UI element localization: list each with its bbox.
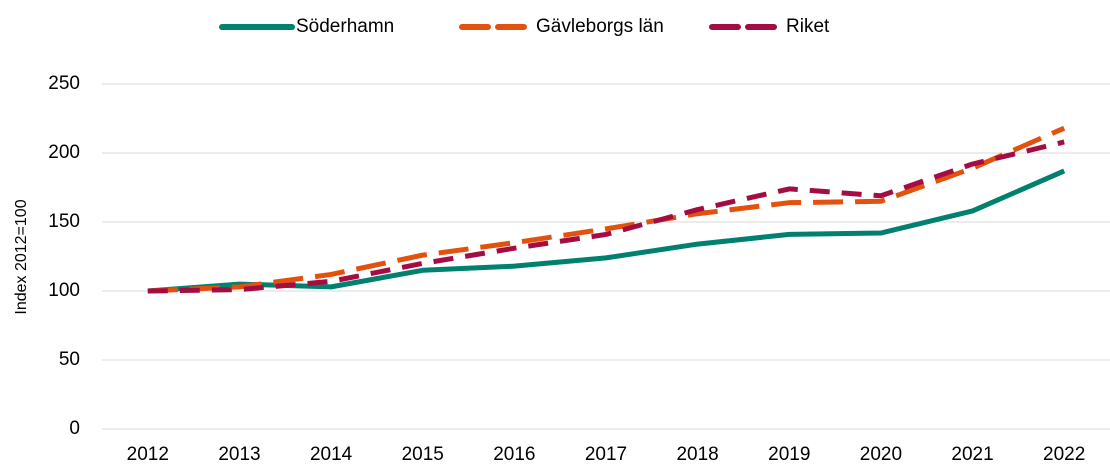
x-tick-label: 2013 <box>218 444 260 465</box>
y-tick-label: 0 <box>69 418 80 439</box>
x-tick-label: 2016 <box>493 444 535 465</box>
y-axis-label: Index 2012=100 <box>13 199 30 314</box>
y-tick-label: 50 <box>59 349 80 370</box>
y-tick-label: 200 <box>48 142 80 163</box>
x-tick-label: 2018 <box>676 444 718 465</box>
series-line <box>147 139 1065 294</box>
x-tick-label: 2019 <box>768 444 810 465</box>
legend-label: Riket <box>786 16 830 37</box>
y-tick-label: 100 <box>48 280 80 301</box>
x-tick-label: 2014 <box>310 444 353 465</box>
x-tick-label: 2017 <box>585 444 627 465</box>
legend-label: Gävleborgs län <box>536 16 664 37</box>
x-tick-label: 2012 <box>127 444 169 465</box>
legend-label: Söderhamn <box>296 16 394 37</box>
series-line <box>147 168 1066 294</box>
y-tick-label: 250 <box>48 73 80 94</box>
series-line <box>147 125 1066 294</box>
x-tick-label: 2020 <box>860 444 902 465</box>
x-tick-label: 2021 <box>951 444 993 465</box>
y-tick-label: 150 <box>48 211 80 232</box>
x-tick-label: 2022 <box>1043 444 1085 465</box>
x-tick-label: 2015 <box>402 444 444 465</box>
